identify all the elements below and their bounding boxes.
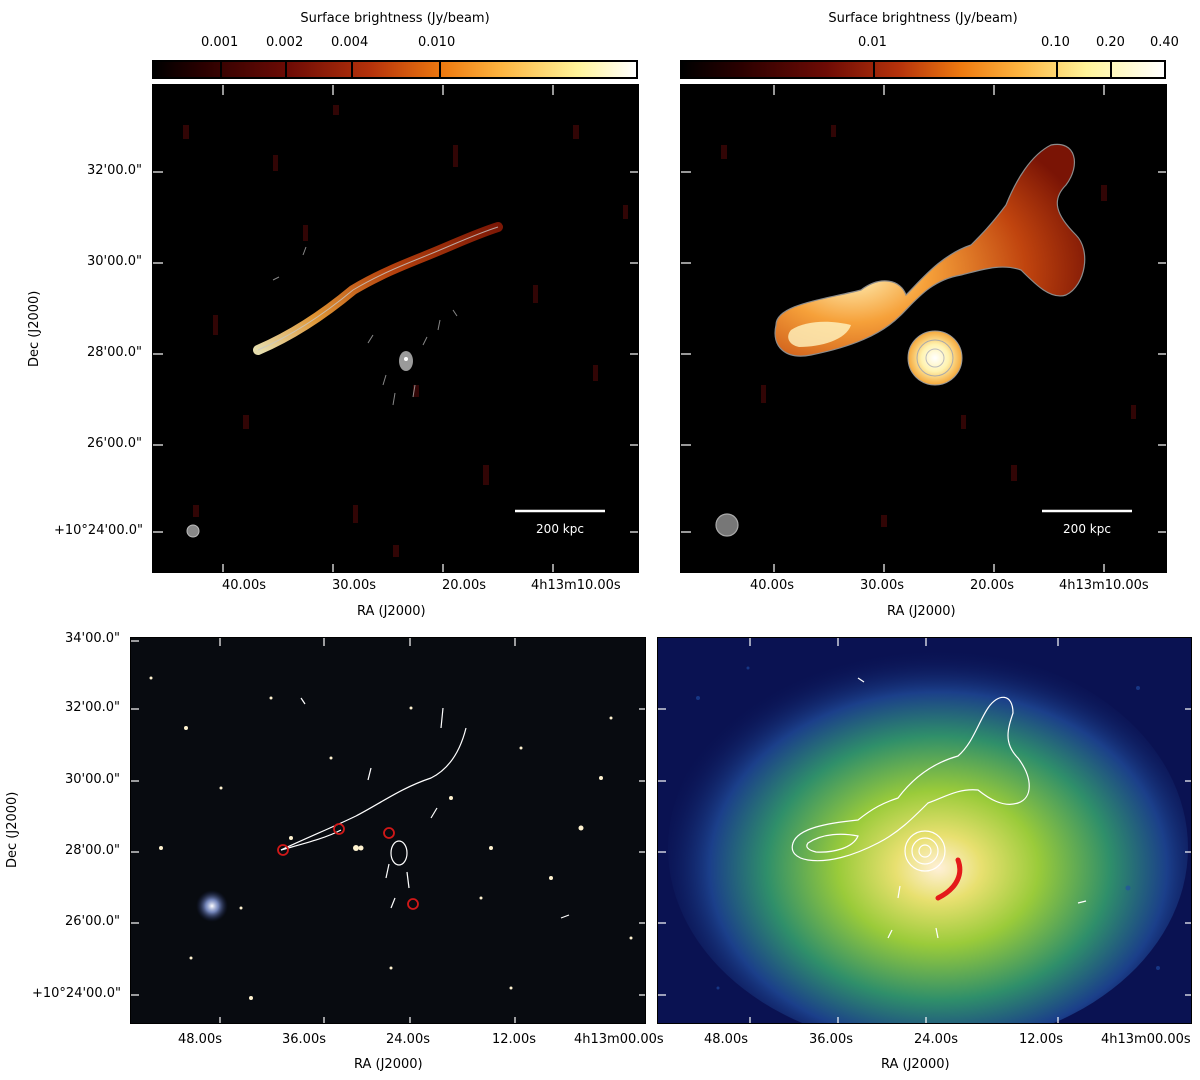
colorbar-tick-left-3: 0.004 [331,35,369,50]
ra-tick-label: 4h13m10.00s [531,578,621,593]
ra-tick-label: 20.00s [970,578,1014,593]
colorbar-tick-left-4: 0.010 [418,35,456,50]
radio-map-low-resolution: 200 kpc [152,84,639,573]
colorbar-tick-right-3: 0.20 [1096,35,1125,50]
optical-source-marker [277,844,289,856]
cold-front-arc [935,857,963,901]
ra-tick-label: 12.00s [1019,1032,1063,1047]
xray-image [657,637,1192,1024]
dec-tick-label: 30'00.0" [65,772,121,787]
ra-tick-label: 12.00s [492,1032,536,1047]
ra-tick-label: 20.00s [442,578,486,593]
colorbar-title-right: Surface brightness (Jy/beam) [828,11,1018,26]
ra-tick-label: 48.00s [704,1032,748,1047]
x-axis-label: RA (J2000) [357,604,426,619]
optical-source-marker [383,827,395,839]
ra-tick-label: 4h13m10.00s [1059,578,1149,593]
ra-tick-label: 4h13m00.00s [574,1032,664,1047]
ra-tick-label: 40.00s [222,578,266,593]
scalebar-label: 200 kpc [1063,522,1111,536]
ra-tick-label: 24.00s [914,1032,958,1047]
ra-tick-label: 30.00s [860,578,904,593]
colorbar-left [152,60,638,79]
ra-tick-label: 36.00s [282,1032,326,1047]
scalebar-label: 200 kpc [536,522,584,536]
x-axis-label: RA (J2000) [354,1057,423,1072]
dec-tick-label: 26'00.0" [87,436,143,451]
y-axis-label: Dec (J2000) [5,791,20,868]
colorbar-title-left: Surface brightness (Jy/beam) [300,11,490,26]
radio-map-high-resolution: 200 kpc [680,84,1167,573]
ra-tick-label: 40.00s [750,578,794,593]
dec-tick-label: 30'00.0" [87,254,143,269]
dec-tick-label: +10°24'00.0" [32,986,121,1001]
ra-tick-label: 36.00s [809,1032,853,1047]
colorbar-right [680,60,1166,79]
dec-tick-label: 32'00.0" [65,700,121,715]
colorbar-tick-right-4: 0.40 [1150,35,1179,50]
x-axis-label: RA (J2000) [881,1057,950,1072]
dec-tick-label: 34'00.0" [65,631,121,646]
ra-tick-label: 24.00s [386,1032,430,1047]
dec-tick-label: +10°24'00.0" [54,523,143,538]
dec-tick-label: 28'00.0" [87,345,143,360]
ra-tick-label: 48.00s [178,1032,222,1047]
x-axis-label: RA (J2000) [887,604,956,619]
ra-tick-label: 4h13m00.00s [1101,1032,1191,1047]
radio-lobe [774,143,1086,357]
dec-tick-label: 32'00.0" [87,163,143,178]
colorbar-tick-right-2: 0.10 [1041,35,1070,50]
ra-tick-label: 30.00s [332,578,376,593]
radio-contour [791,696,1030,862]
colorbar-tick-left-2: 0.002 [266,35,304,50]
colorbar-tick-right-1: 0.01 [858,35,887,50]
dec-tick-label: 26'00.0" [65,914,121,929]
colorbar-tick-left-1: 0.001 [201,35,239,50]
optical-source-marker [407,898,419,910]
dec-tick-label: 28'00.0" [65,843,121,858]
optical-image [130,637,646,1024]
radio-contour [280,727,467,851]
optical-source-marker [333,823,345,835]
y-axis-label: Dec (J2000) [27,290,42,367]
